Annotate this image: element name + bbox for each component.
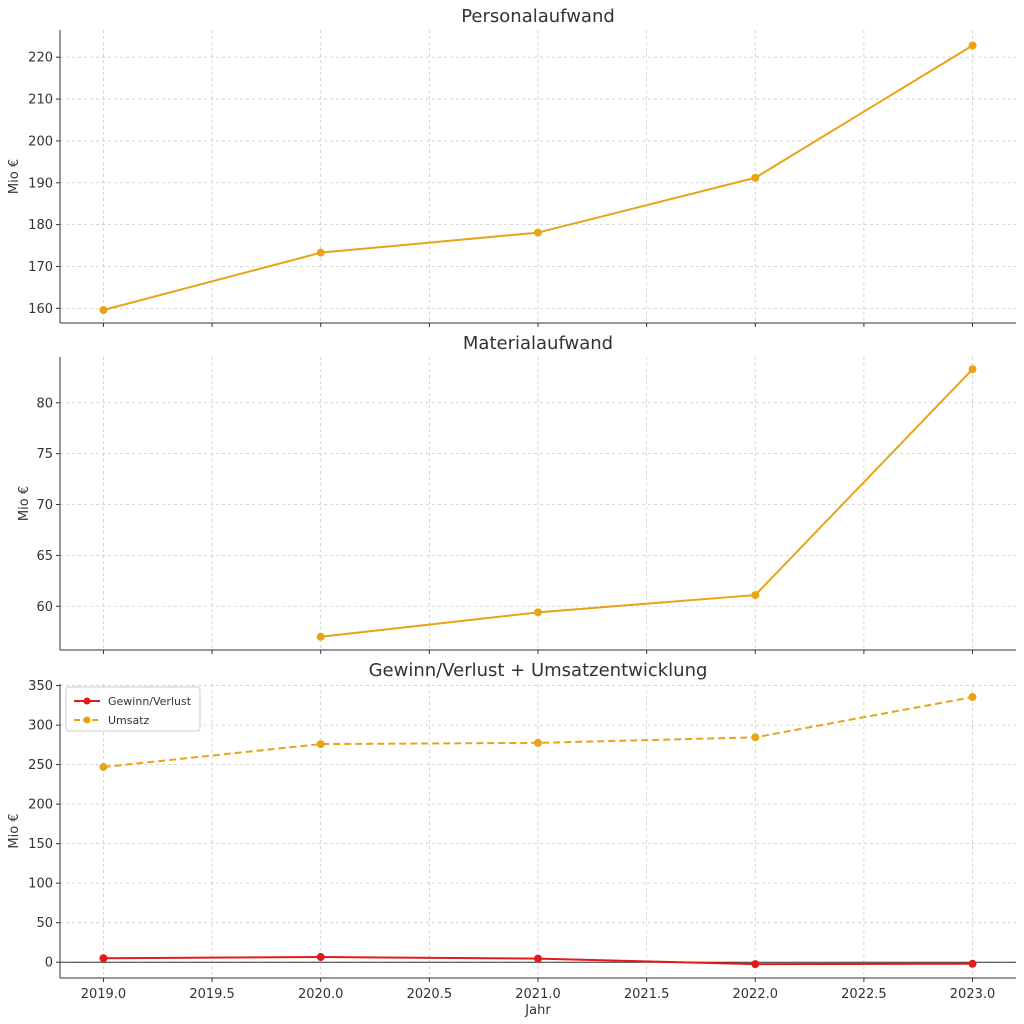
data-point-umsatz [751,733,760,742]
x-tick-label: 2020.5 [407,987,453,1002]
chart-title: Materialaufwand [463,333,613,354]
data-point-gewinn-verlust [968,959,977,968]
x-tick-label: 2023.0 [950,987,996,1002]
y-axis-label: Mio € [7,159,22,194]
data-point-umsatz [534,738,542,747]
y-tick-label: 75 [36,447,53,462]
y-tick-label: 160 [28,302,53,317]
y-tick-label: 220 [28,51,53,66]
chart-panel-2: 60 65 70 75 80 Materialaufwand Mio € [17,333,1016,654]
data-point-gewinn-verlust [751,960,760,969]
legend-entry: Umsatz [108,714,150,727]
y-tick-label: 250 [28,758,53,773]
chart-title: Personalaufwand [461,6,615,27]
data-point-personalaufwand [534,228,542,237]
x-tick-label: 2021.0 [515,987,561,1002]
y-tick-label: 200 [28,134,53,149]
x-tick-label: 2022.0 [733,987,779,1002]
x-tick-label: 2020.0 [298,987,344,1002]
legend-swatch-marker [83,716,91,724]
data-point-materialaufwand [751,591,760,600]
x-axis-label: Jahr [524,1003,551,1018]
y-tick-label: 0 [45,956,53,971]
data-point-umsatz [99,762,108,771]
data-point-gewinn-verlust [99,954,108,963]
data-point-personalaufwand [751,173,760,182]
y-tick-label: 100 [28,877,53,892]
y-tick-label: 80 [36,396,53,411]
data-point-gewinn-verlust [534,954,542,963]
data-point-umsatz [316,740,325,749]
legend-entry: Gewinn/Verlust [108,695,192,708]
data-point-umsatz [968,693,977,702]
legend-swatch-marker [83,697,91,705]
data-point-materialaufwand [316,632,325,641]
y-axis-label: Mio € [17,486,32,521]
y-tick-label: 150 [28,837,53,852]
chart-title: Gewinn/Verlust + Umsatzentwicklung [369,660,708,681]
y-tick-label: 210 [28,93,53,108]
y-tick-label: 50 [36,916,53,931]
y-axis-label: Mio € [7,813,22,848]
y-tick-label: 350 [28,679,53,694]
y-tick-label: 180 [28,218,53,233]
data-point-personalaufwand [968,41,977,50]
y-tick-label: 190 [28,176,53,191]
y-tick-label: 60 [36,600,53,615]
data-point-personalaufwand [99,306,108,315]
series-line-materialaufwand [320,368,974,638]
y-tick-label: 65 [36,549,53,564]
x-tick-label: 2019.5 [189,987,235,1002]
chart-panel-1: 160 170 180 190 200 210 220 Personalaufwand Mio … [7,6,1016,327]
y-tick-label: 170 [28,260,53,275]
data-point-gewinn-verlust [316,953,325,962]
data-point-materialaufwand [968,365,977,374]
y-tick-label: 300 [28,719,53,734]
data-point-personalaufwand [316,248,325,257]
x-tick-label: 2022.5 [841,987,887,1002]
data-point-materialaufwand [534,608,542,617]
x-tick-label: 2019.0 [81,987,127,1002]
chart-panel-3: 0 50 100 150 200 250 300 350 2019.0 2019.5 2020.0 2… [7,660,1016,1018]
x-tick-label: 2021.5 [624,987,670,1002]
y-tick-label: 70 [36,498,53,513]
legend-box [65,686,201,732]
y-tick-label: 200 [28,798,53,813]
